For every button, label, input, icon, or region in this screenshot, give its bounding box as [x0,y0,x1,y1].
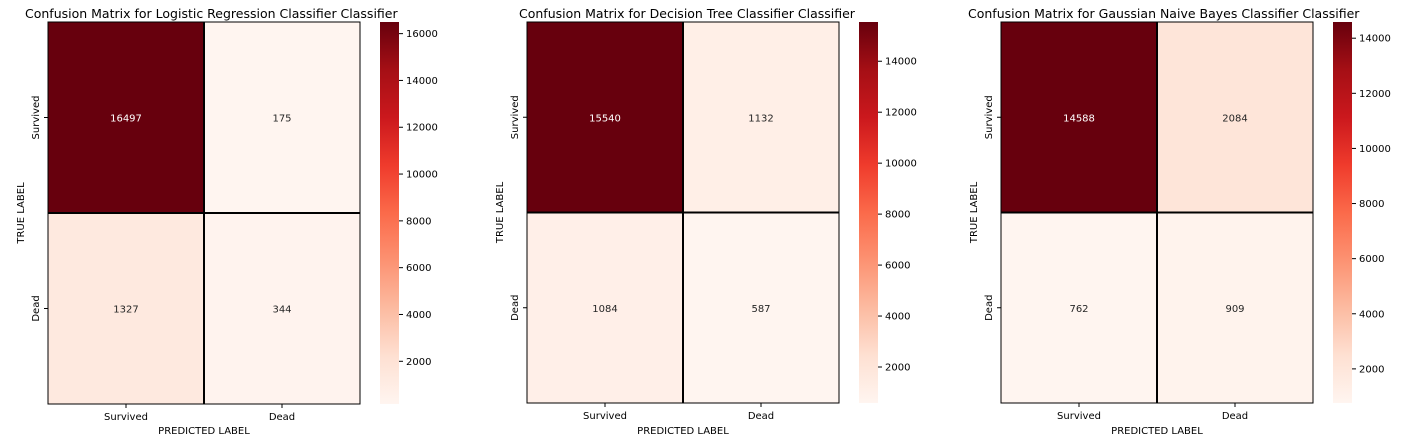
cell-value-label: 1084 [592,304,617,315]
cell-value-label: 15540 [589,113,621,124]
y-tick-label: Dead [31,295,42,321]
x-tick-label: Dead [1222,411,1248,422]
chart-title: Confusion Matrix for Logistic Regression… [25,6,398,21]
x-tick-label: Dead [269,412,295,423]
x-tick-label: Survived [104,412,148,423]
colorbar-tick-label: 8000 [885,210,910,221]
colorbar-tick-label: 14000 [1359,34,1391,45]
colorbar-tick-label: 2000 [1359,364,1384,375]
colorbar-tick-label: 14000 [406,76,438,87]
colorbar-tick-label: 10000 [406,170,438,181]
cell-value-label: 587 [751,304,770,315]
cell-value-label: 344 [272,305,291,316]
heatmap-cell [683,212,839,403]
cell-value-label: 1327 [113,305,138,316]
cell-value-label: 762 [1069,304,1088,315]
y-tick-label: Survived [31,96,42,140]
colorbar [380,22,399,404]
colorbar-tick-label: 4000 [406,310,431,321]
y-axis-label: TRUE LABEL [969,181,980,244]
cell-value-label: 14588 [1063,113,1095,124]
y-tick-label: Survived [510,95,521,139]
colorbar-tick-label: 2000 [885,362,910,373]
cell-value-label: 16497 [110,114,142,125]
y-axis-label: TRUE LABEL [16,182,27,245]
y-tick-label: Dead [984,295,995,321]
x-axis-label: PREDICTED LABEL [637,426,729,437]
heatmap-cell [527,22,683,213]
colorbar-tick-label: 12000 [406,123,438,134]
x-axis-label: PREDICTED LABEL [1111,426,1203,437]
y-axis-label: TRUE LABEL [495,181,506,244]
heatmap-cell [683,22,839,213]
heatmap-cell [1001,22,1157,213]
chart-title: Confusion Matrix for Decision Tree Class… [519,6,856,21]
heatmap-cell [527,212,683,403]
chart-title: Confusion Matrix for Gaussian Naive Baye… [968,6,1360,21]
heatmap-cell [204,22,360,213]
x-tick-label: Survived [583,411,627,422]
colorbar-tick-label: 12000 [1359,89,1391,100]
y-tick-label: Survived [984,95,995,139]
cell-value-label: 1132 [748,113,773,124]
colorbar-tick-label: 8000 [1359,199,1384,210]
cell-value-label: 909 [1225,304,1244,315]
colorbar-tick-label: 6000 [406,263,431,274]
confusion-matrix-panel-3: Confusion Matrix for Gaussian Naive Baye… [968,6,1391,437]
heatmap-cell [1001,212,1157,403]
cell-value-label: 175 [272,114,291,125]
colorbar-tick-label: 4000 [885,312,910,323]
heatmap-cell [1157,212,1313,403]
heatmap-frame [47,21,361,405]
colorbar-tick-label: 16000 [406,29,438,40]
heatmap-cell [48,22,204,213]
heatmap-cell [204,213,360,404]
colorbar-tick-label: 10000 [1359,144,1391,155]
x-tick-label: Survived [1057,411,1101,422]
heatmap-cell [1157,22,1313,213]
heatmap-cell [48,213,204,404]
heatmap-frame [1000,21,1314,404]
x-tick-label: Dead [748,411,774,422]
colorbar-tick-label: 10000 [885,159,917,170]
colorbar-tick-label: 8000 [406,216,431,227]
x-axis-label: PREDICTED LABEL [158,426,250,437]
colorbar-tick-label: 12000 [885,108,917,119]
colorbar-tick-label: 14000 [885,57,917,68]
colorbar-tick-label: 4000 [1359,309,1384,320]
confusion-matrix-panel-2: Confusion Matrix for Decision Tree Class… [495,6,917,437]
colorbar-tick-label: 6000 [885,261,910,272]
colorbar [859,22,878,403]
y-tick-label: Dead [510,295,521,321]
colorbar-tick-label: 6000 [1359,254,1384,265]
colorbar-tick-label: 2000 [406,357,431,368]
confusion-matrix-panel-1: Confusion Matrix for Logistic Regression… [16,6,438,437]
heatmap-frame [526,21,840,404]
colorbar [1333,22,1352,403]
cell-value-label: 2084 [1222,113,1247,124]
